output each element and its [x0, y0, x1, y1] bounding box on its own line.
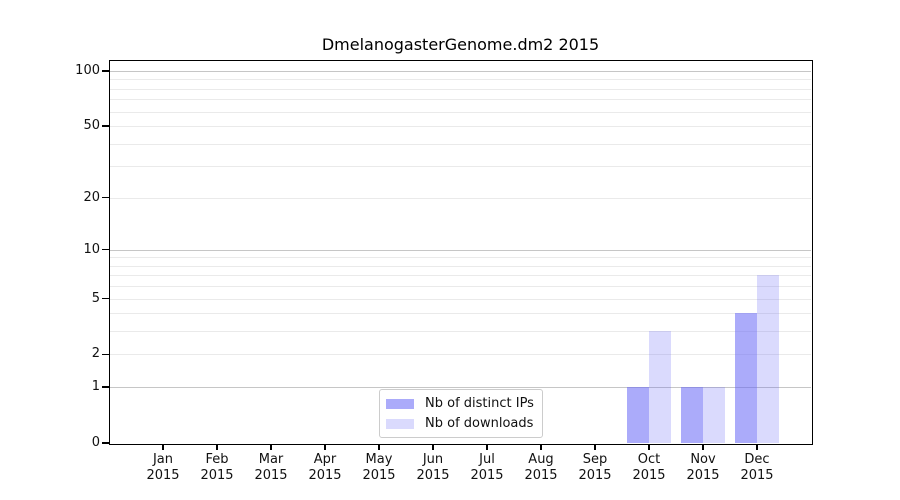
- x-axis-tick-label: Jan 2015: [131, 452, 195, 484]
- y-axis-tick: [102, 248, 109, 251]
- y-axis-tick: [102, 297, 109, 300]
- y-axis-tick: [102, 125, 109, 127]
- x-tick-year: 2015: [470, 468, 504, 483]
- x-tick-month: Feb: [205, 452, 229, 467]
- y-axis-tick-label: 10: [83, 241, 100, 257]
- x-tick-year: 2015: [146, 468, 180, 483]
- gridline-minor: [110, 298, 811, 300]
- x-axis-tick-label: May 2015: [347, 452, 411, 484]
- gridline-minor: [110, 265, 811, 267]
- x-axis-tick-label: Jul 2015: [455, 452, 519, 484]
- x-axis-tick-label: Sep 2015: [563, 452, 627, 484]
- x-axis-tick-label: Oct 2015: [617, 452, 681, 484]
- gridline-minor: [110, 354, 811, 356]
- x-axis-tick: [324, 444, 326, 450]
- y-axis-tick: [102, 196, 109, 199]
- gridline-minor: [110, 88, 811, 90]
- x-axis-tick: [486, 444, 488, 450]
- gridline-minor: [110, 331, 811, 333]
- x-tick-year: 2015: [308, 468, 342, 483]
- y-axis-tick-label: 1: [91, 379, 100, 395]
- bar-downloads: [703, 387, 725, 443]
- chart-title: DmelanogasterGenome.dm2 2015: [321, 35, 600, 54]
- x-tick-month: Apr: [313, 452, 337, 467]
- x-tick-month: Oct: [637, 452, 661, 467]
- legend-label: Nb of distinct IPs: [425, 396, 534, 411]
- bar-distinct-ips: [681, 387, 703, 443]
- gridline-minor: [110, 257, 811, 259]
- x-axis-tick-label: Nov 2015: [671, 452, 735, 484]
- legend-label: Nb of downloads: [425, 416, 534, 431]
- x-axis-tick: [378, 444, 380, 450]
- x-axis-tick: [702, 444, 704, 450]
- gridline-minor: [110, 79, 811, 81]
- x-tick-month: Dec: [744, 452, 770, 467]
- gridline-minor: [110, 275, 811, 277]
- y-axis-tick-label: 100: [75, 62, 100, 78]
- legend-swatch: [386, 418, 414, 429]
- bar-downloads: [649, 331, 671, 443]
- y-axis-tick-label: 20: [83, 189, 100, 205]
- gridline-major: [110, 249, 811, 251]
- x-tick-month: Nov: [690, 452, 716, 467]
- y-axis-tick: [102, 386, 109, 388]
- x-tick-year: 2015: [578, 468, 612, 483]
- legend-swatch: [386, 398, 414, 409]
- x-axis-tick: [432, 444, 434, 450]
- legend: Nb of distinct IPs Nb of downloads: [379, 389, 543, 438]
- x-tick-month: May: [365, 452, 393, 467]
- x-axis-tick: [594, 444, 596, 450]
- x-axis-tick-label: Aug 2015: [509, 452, 573, 484]
- y-axis-tick: [102, 70, 109, 72]
- legend-item: Nb of distinct IPs: [386, 396, 534, 411]
- x-axis-tick: [540, 444, 542, 450]
- legend-item: Nb of downloads: [386, 416, 534, 431]
- x-tick-year: 2015: [362, 468, 396, 483]
- y-axis-tick: [102, 353, 109, 356]
- y-axis-tick-label: 5: [91, 290, 100, 306]
- bar-distinct-ips: [735, 313, 757, 443]
- x-tick-month: Aug: [528, 452, 554, 467]
- gridline-minor: [110, 111, 811, 113]
- x-axis-tick: [270, 444, 272, 450]
- x-tick-month: Jan: [152, 452, 174, 467]
- gridline-minor: [110, 286, 811, 288]
- gridline-minor: [110, 99, 811, 101]
- x-tick-year: 2015: [254, 468, 288, 483]
- x-axis-tick-label: Mar 2015: [239, 452, 303, 484]
- bar-distinct-ips: [627, 387, 649, 443]
- gridline-minor: [110, 313, 811, 315]
- y-axis-tick-label: 50: [83, 117, 100, 133]
- x-axis-tick-label: Jun 2015: [401, 452, 465, 484]
- y-axis-tick: [102, 442, 109, 444]
- x-tick-year: 2015: [200, 468, 234, 483]
- gridline-minor: [110, 166, 811, 168]
- x-tick-year: 2015: [740, 468, 774, 483]
- y-axis-tick-label: 0: [91, 435, 100, 450]
- x-tick-month: Jul: [479, 452, 495, 467]
- x-tick-month: Mar: [258, 452, 284, 467]
- plot-area: Nb of distinct IPs Nb of downloads 0 1 2 5 10…: [75, 59, 813, 483]
- x-tick-year: 2015: [686, 468, 720, 483]
- y-axis-tick-label: 2: [91, 346, 100, 362]
- gridline-minor: [110, 197, 811, 199]
- x-tick-year: 2015: [416, 468, 450, 483]
- x-axis-tick-label: Feb 2015: [185, 452, 249, 484]
- x-axis-tick: [756, 444, 758, 450]
- gridline-major: [110, 387, 811, 389]
- x-tick-year: 2015: [632, 468, 666, 483]
- x-tick-year: 2015: [524, 468, 558, 483]
- x-axis-tick: [648, 444, 650, 450]
- x-tick-month: Sep: [582, 452, 608, 467]
- bar-downloads: [757, 275, 779, 443]
- x-axis-tick: [162, 444, 164, 450]
- x-axis-tick-label: Apr 2015: [293, 452, 357, 484]
- gridline-minor: [110, 125, 811, 127]
- gridline-minor: [110, 143, 811, 145]
- x-axis-tick-label: Dec 2015: [725, 452, 789, 484]
- gridline-major: [110, 70, 811, 72]
- x-axis-tick: [216, 444, 218, 450]
- x-tick-month: Jun: [422, 452, 444, 467]
